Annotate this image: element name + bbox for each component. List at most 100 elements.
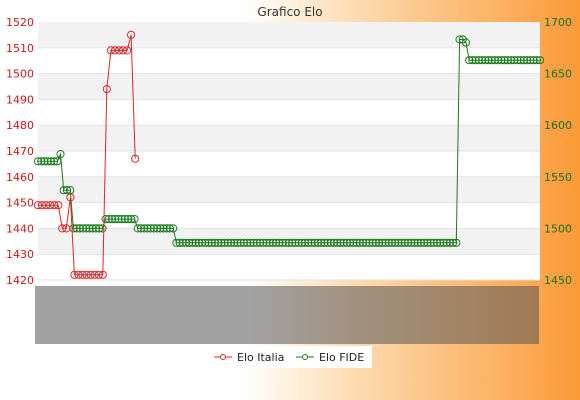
x-tick-label-mark	[233, 286, 239, 344]
x-tick-mark	[77, 286, 83, 344]
x-tick-label-mark	[41, 286, 47, 344]
x-tick-label-mark	[239, 286, 245, 344]
elo-italia-point	[62, 224, 71, 233]
legend-label-elo-fide: Elo FIDE	[319, 351, 364, 364]
left-tick-label: 1490	[6, 93, 34, 106]
elo-fide-point	[381, 238, 390, 247]
x-tick-label-mark	[443, 286, 449, 344]
elo-fide-point	[79, 224, 88, 233]
elo-fide-point	[500, 56, 509, 65]
x-tick-mark	[437, 286, 443, 344]
series-elo-fide	[33, 35, 545, 247]
x-tick-label-mark	[113, 286, 119, 344]
elo-fide-point	[304, 238, 313, 247]
elo-fide-point	[503, 56, 512, 65]
elo-fide-point	[124, 215, 133, 224]
elo-fide-point	[249, 238, 258, 247]
x-tick-mark	[377, 286, 383, 344]
right-axis: 1450 1500 1550 1600 1650 1700	[544, 16, 572, 287]
x-tick-mark	[365, 286, 371, 344]
plot-background	[38, 22, 540, 281]
x-tick-mark	[221, 286, 227, 344]
elo-fide-point	[497, 56, 506, 65]
x-tick-mark	[167, 286, 173, 344]
x-tick-mark	[101, 286, 107, 344]
x-tick-mark	[389, 286, 395, 344]
x-tick-label-mark	[491, 286, 497, 344]
x-tick-mark	[209, 286, 215, 344]
x-tick-label-mark	[143, 286, 149, 344]
x-tick-mark	[317, 286, 323, 344]
elo-fide-point	[532, 56, 541, 65]
grid-band	[38, 73, 540, 100]
x-tick-mark	[203, 286, 209, 344]
elo-italia-point	[42, 201, 51, 210]
elo-fide-point	[439, 238, 448, 247]
x-tick-label-mark	[59, 286, 65, 344]
x-tick-label-mark	[485, 286, 491, 344]
elo-fide-point	[362, 238, 371, 247]
elo-fide-point	[88, 224, 97, 233]
x-tick-mark	[131, 286, 137, 344]
elo-fide-point	[233, 238, 242, 247]
x-tick-label-mark	[479, 286, 485, 344]
elo-italia-point	[74, 270, 83, 279]
elo-fide-point	[375, 238, 384, 247]
elo-fide-point	[191, 238, 200, 247]
elo-fide-point	[217, 238, 226, 247]
x-tick-mark	[401, 286, 407, 344]
elo-fide-point	[227, 238, 236, 247]
elo-fide-point	[378, 238, 387, 247]
elo-fide-point	[133, 224, 142, 233]
elo-fide-point	[352, 238, 361, 247]
x-tick-label-mark	[299, 286, 305, 344]
x-tick-label-mark	[179, 286, 185, 344]
elo-fide-point	[526, 56, 535, 65]
elo-fide-point	[291, 238, 300, 247]
left-tick-label: 1460	[6, 171, 34, 184]
x-tick-mark	[263, 286, 269, 344]
elo-fide-point	[506, 56, 516, 65]
x-tick-label-mark	[149, 286, 155, 344]
elo-fide-point	[214, 238, 223, 247]
elo-fide-point	[82, 224, 91, 233]
elo-italia-point	[50, 201, 59, 210]
x-tick-mark	[227, 286, 233, 344]
x-tick-mark	[311, 286, 317, 344]
right-tick-label: 1500	[544, 222, 572, 235]
x-tick-mark	[395, 286, 401, 344]
elo-fide-point	[117, 215, 126, 224]
x-tick-label-mark	[263, 286, 269, 344]
x-tick-label-mark	[371, 286, 377, 344]
x-tick-label-mark	[215, 286, 221, 344]
x-tick-label-mark	[251, 286, 257, 344]
elo-italia-point	[118, 46, 128, 55]
elo-fide-point	[333, 238, 342, 247]
x-tick-mark	[89, 286, 95, 344]
x-tick-mark	[509, 286, 515, 344]
elo-italia-point	[66, 193, 75, 202]
elo-fide-point	[188, 238, 197, 247]
elo-fide-point	[104, 215, 113, 224]
elo-fide-point	[494, 56, 503, 65]
elo-fide-point	[159, 224, 168, 233]
left-tick-label: 1520	[6, 16, 34, 29]
x-tick-label-mark	[347, 286, 353, 344]
elo-fide-point	[162, 224, 171, 233]
elo-fide-point	[246, 238, 255, 247]
x-tick-mark	[65, 286, 71, 344]
elo-fide-point	[252, 238, 261, 247]
x-tick-mark	[329, 286, 335, 344]
elo-fide-point	[259, 238, 268, 247]
elo-fide-point	[194, 238, 203, 247]
x-tick-mark	[431, 286, 437, 344]
elo-fide-point	[461, 38, 471, 47]
x-tick-mark	[371, 286, 377, 344]
elo-fide-point	[342, 238, 351, 247]
right-tick-label: 1550	[544, 171, 572, 184]
x-tick-label-mark	[269, 286, 275, 344]
elo-fide-point	[297, 238, 306, 247]
x-tick-label-mark	[509, 286, 515, 344]
x-tick-mark	[47, 286, 53, 344]
elo-fide-point	[432, 238, 442, 247]
